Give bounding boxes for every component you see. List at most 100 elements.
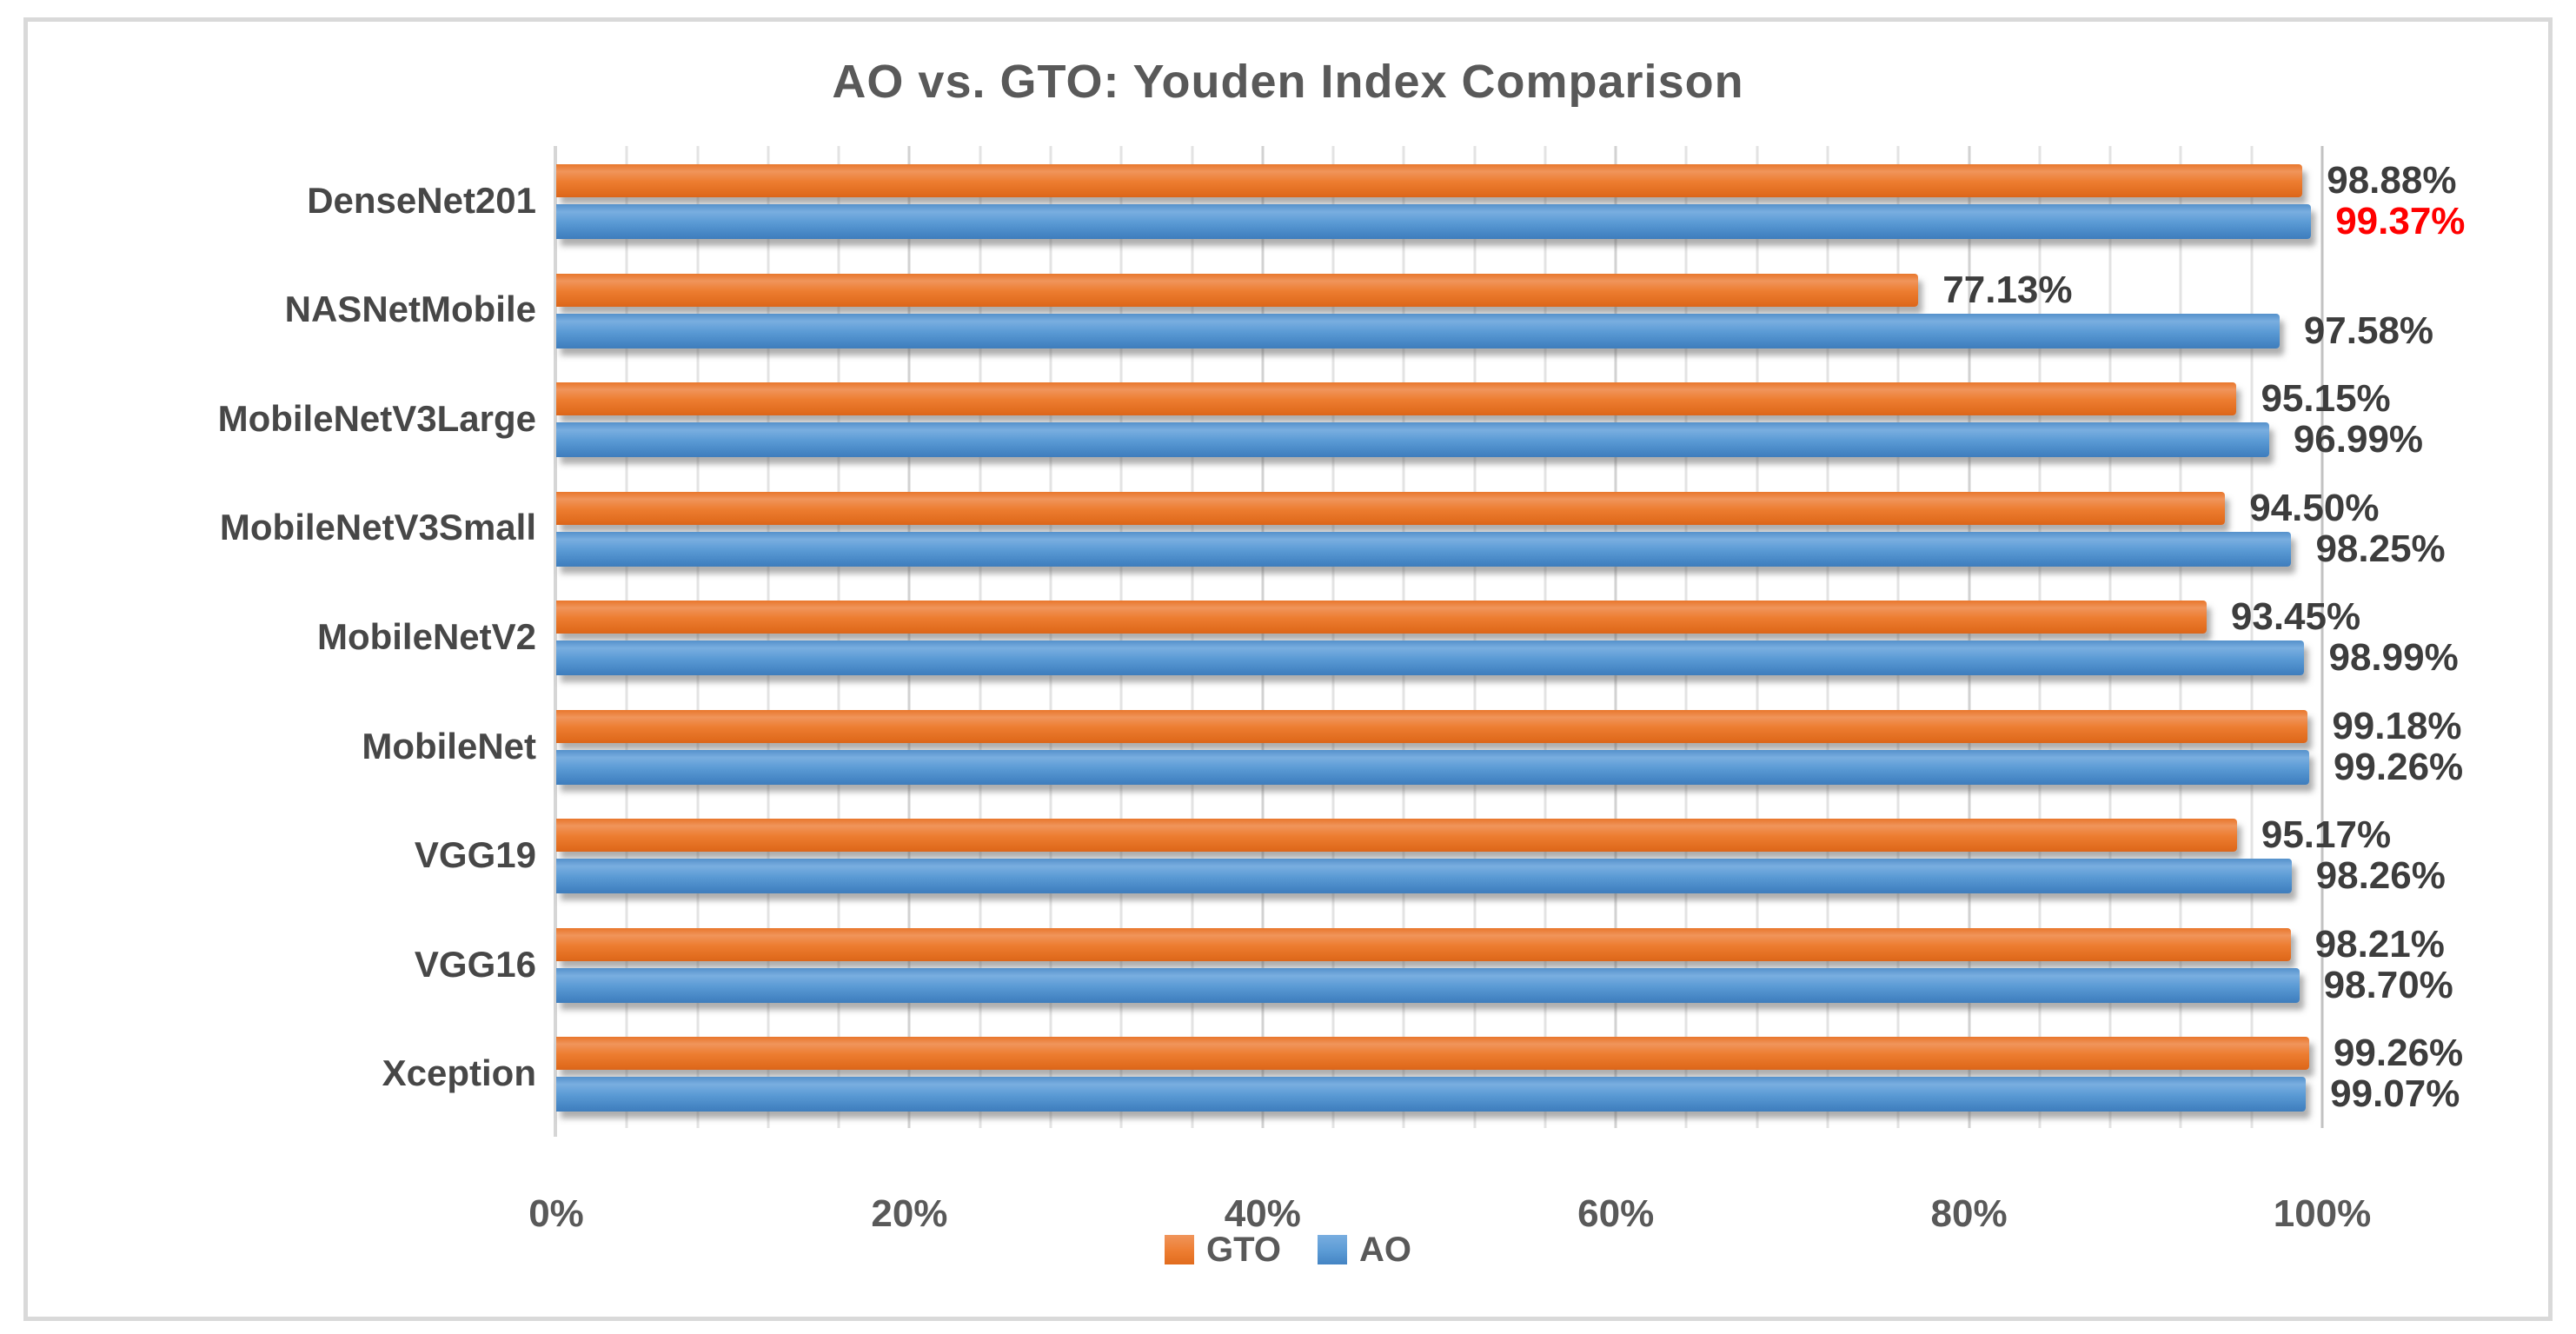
data-label-gto: 95.17% [2261,813,2392,857]
legend-item-ao: AO [1317,1230,1411,1270]
major-gridline [2320,146,2324,1128]
legend-swatch-gto [1165,1235,1195,1264]
x-tick-label: 100% [2273,1192,2372,1235]
data-label-ao: 96.99% [2293,418,2424,461]
category-label: MobileNetV2 [316,615,536,657]
data-label-gto: 95.15% [2261,377,2391,421]
legend-item-gto: GTO [1165,1231,1281,1270]
bar-ao [556,859,2292,894]
minor-gridline [1473,146,1477,1128]
minor-gridline [837,146,840,1128]
bars-layer: 98.88% 99.37% 77.13% 97.58% 95.15% 96.99% 94.5… [556,146,2465,1128]
bar-row: 99.26% 99.07% [556,1019,2463,1128]
data-label-gto: 93.45% [2230,595,2361,639]
minor-gridline [1684,146,1688,1128]
bar-row: 77.13% 97.58% [556,256,2433,365]
legend-label-ao: AO [1358,1230,1411,1269]
data-label-ao: 97.58% [2303,309,2434,352]
bar-ao [556,313,2280,348]
x-tick-label: 0% [528,1192,584,1235]
bar-gto [556,164,2303,197]
data-label-ao: 99.07% [2330,1072,2460,1116]
chart-title: AO vs. GTO: Youden Index Comparison [832,56,1744,108]
category-label: Xception [382,1052,536,1094]
chart-frame: AO vs. GTO: Youden Index Comparison Dens… [23,17,2553,1321]
legend-label-gto: GTO [1206,1230,1281,1269]
x-axis-ticks: 0% 20% 40% 60% 80% 100% [528,1192,2371,1238]
data-label-ao: 99.37% [2335,200,2466,242]
bar-ao [556,640,2305,676]
category-label: VGG16 [414,943,536,985]
category-label: MobileNet [362,725,536,767]
legend-swatch-ao [1317,1235,1347,1264]
bar-row: 98.88% 99.37% [556,146,2465,256]
minor-gridline [1896,146,1900,1128]
minor-gridline [696,146,700,1128]
minor-gridline [767,146,770,1128]
bar-row: 95.15% 96.99% [556,364,2423,474]
bar-ao [556,1077,2307,1112]
bar-gto [556,1037,2309,1071]
bar-row: 99.18% 99.26% [556,692,2463,801]
data-label-ao: 99.26% [2333,745,2464,788]
minor-gridline [2108,146,2112,1128]
category-label: MobileNetV3Large [217,397,536,439]
category-axis-labels: DenseNet201 NASNetMobile MobileNetV3Large M… [28,146,536,1128]
minor-gridline [1402,146,1405,1128]
gridline-layer [556,146,2324,1128]
x-tick-label: 60% [1577,1192,1655,1235]
x-tick-label: 20% [871,1192,948,1235]
bar-ao [556,967,2300,1003]
y-axis-line [554,146,557,1137]
x-tick-label: 40% [1224,1192,1301,1235]
bar-gto [556,491,2226,525]
minor-gridline [2250,146,2254,1128]
data-label-gto: 98.21% [2314,922,2445,966]
bar-gto [556,601,2207,634]
minor-gridline [1826,146,1829,1128]
bar-gto [556,927,2291,961]
major-gridline [1968,146,1971,1128]
minor-gridline [625,146,628,1128]
minor-gridline [1191,146,1194,1128]
data-label-gto: 99.26% [2333,1032,2464,1075]
plot-area: 98.88% 99.37% 77.13% 97.58% 95.15% 96.99% 94.5… [554,146,2465,1137]
bar-ao [556,531,2292,567]
data-label-gto: 77.13% [1942,268,2073,311]
data-label-gto: 98.88% [2327,159,2457,202]
data-label-gto: 94.50% [2249,486,2380,529]
bar-gto [556,273,1919,307]
major-gridline [907,146,911,1128]
minor-gridline [1049,146,1052,1128]
category-label: MobileNetV3Small [219,507,536,548]
data-label-ao: 98.25% [2315,527,2446,570]
bar-gto [556,709,2308,743]
category-label: NASNetMobile [284,289,536,330]
data-label-ao: 98.99% [2328,636,2459,680]
x-tick-label: 80% [1930,1192,2008,1235]
legend: GTO AO [28,1230,2548,1270]
minor-gridline [1119,146,1123,1128]
bar-row: 93.45% 98.99% [556,582,2459,692]
minor-gridline [2038,146,2042,1128]
bar-gto [556,382,2237,416]
data-label-ao: 98.26% [2315,854,2446,898]
bar-ao [556,749,2309,785]
data-label-ao: 98.70% [2323,963,2453,1006]
bar-row: 94.50% 98.25% [556,474,2446,583]
bar-row: 98.21% 98.70% [556,910,2453,1019]
bar-ao [556,204,2312,239]
minor-gridline [1331,146,1335,1128]
major-gridline [1261,146,1265,1128]
bar-gto [556,819,2237,853]
minor-gridline [1756,146,1759,1128]
bar-ao [556,422,2269,458]
major-gridline [1614,146,1617,1128]
minor-gridline [1544,146,1547,1128]
minor-gridline [2179,146,2182,1128]
bar-row: 95.17% 98.26% [556,800,2446,910]
minor-gridline [979,146,982,1128]
category-label: VGG19 [414,834,536,876]
data-label-gto: 99.18% [2332,704,2462,747]
category-label: DenseNet201 [307,179,536,221]
